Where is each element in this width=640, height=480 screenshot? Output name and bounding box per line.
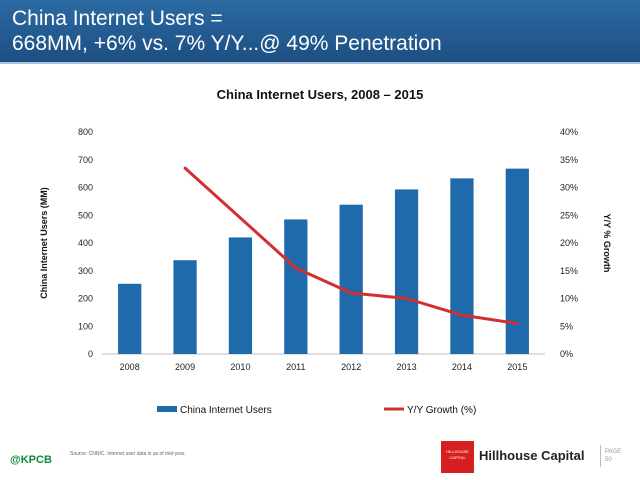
source-note: Source: CNNIC. Internet user data is as … xyxy=(70,451,186,457)
bar xyxy=(118,283,142,354)
x-tick-label: 2009 xyxy=(175,362,195,372)
y2-tick-label: 5% xyxy=(560,321,573,331)
slide-header: China Internet Users = 668MM, +6% vs. 7%… xyxy=(0,0,640,64)
page-value: 50 xyxy=(605,457,612,463)
company-name: Hillhouse Capital xyxy=(479,448,585,463)
page-label: PAGE xyxy=(605,449,622,455)
footer-divider xyxy=(600,445,601,467)
y2-tick-label: 10% xyxy=(560,294,578,304)
y-tick-label: 800 xyxy=(78,127,93,137)
y2-tick-label: 15% xyxy=(560,266,578,276)
y-tick-label: 0 xyxy=(88,349,93,359)
y-tick-label: 600 xyxy=(78,183,93,193)
slide-title-line-2: 668MM, +6% vs. 7% Y/Y...@ 49% Penetratio… xyxy=(12,32,442,55)
x-tick-label: 2008 xyxy=(120,362,140,372)
x-tick-label: 2011 xyxy=(286,362,305,372)
growth-line xyxy=(183,166,519,325)
x-tick-label: 2010 xyxy=(230,362,250,372)
chart-axes: 0 100 200 300 400 500 600 700 800 0% 5% 10% 15% 20% 25… xyxy=(39,127,612,372)
y2-tick-label: 40% xyxy=(560,127,578,137)
legend-label-growth: Y/Y Growth (%) xyxy=(407,405,476,416)
growth-line-series xyxy=(183,166,519,325)
bar xyxy=(450,178,474,354)
bars-series xyxy=(118,168,529,354)
y2-tick-label: 0% xyxy=(560,349,573,359)
legend-label-users: China Internet Users xyxy=(180,405,272,416)
y-tick-label: 200 xyxy=(78,294,93,304)
y-tick-label: 700 xyxy=(78,155,93,165)
y2-tick-label: 35% xyxy=(560,155,578,165)
x-tick-label: 2013 xyxy=(397,362,417,372)
y2-tick-label: 20% xyxy=(560,238,578,248)
bar xyxy=(228,237,253,354)
bar xyxy=(284,219,308,354)
slide-title-line-1: China Internet Users = xyxy=(12,7,223,30)
y-tick-label: 500 xyxy=(78,210,93,220)
y2-tick-label: 25% xyxy=(560,210,578,220)
page-number: PAGE 50 xyxy=(605,448,621,464)
bar xyxy=(505,168,529,354)
y-tick-label: 400 xyxy=(78,238,93,248)
x-tick-label: 2015 xyxy=(507,362,527,372)
bar xyxy=(339,204,363,354)
bar xyxy=(173,260,197,354)
bar xyxy=(394,189,419,354)
y2-tick-label: 30% xyxy=(560,183,578,193)
y-tick-label: 300 xyxy=(78,266,93,276)
chart: China Internet Users, 2008 – 2015 0 100 20… xyxy=(39,87,612,416)
y2-axis-label: Y/Y % Growth xyxy=(602,214,612,273)
chart-legend: China Internet Users Y/Y Growth (%) xyxy=(157,405,476,416)
kpcb-watermark: @KPCB xyxy=(10,454,52,466)
kpcb-brand: @KPCB xyxy=(10,454,52,466)
hillhouse-logo: HILLHOUSE CAPITAL xyxy=(441,441,474,473)
x-tick-label: 2014 xyxy=(452,362,472,372)
chart-title: China Internet Users, 2008 – 2015 xyxy=(217,87,424,102)
legend-swatch-bar xyxy=(157,406,177,412)
x-tick-label: 2012 xyxy=(341,362,361,372)
y-tick-label: 100 xyxy=(78,321,93,331)
y-axis-label: China Internet Users (MM) xyxy=(39,187,49,299)
